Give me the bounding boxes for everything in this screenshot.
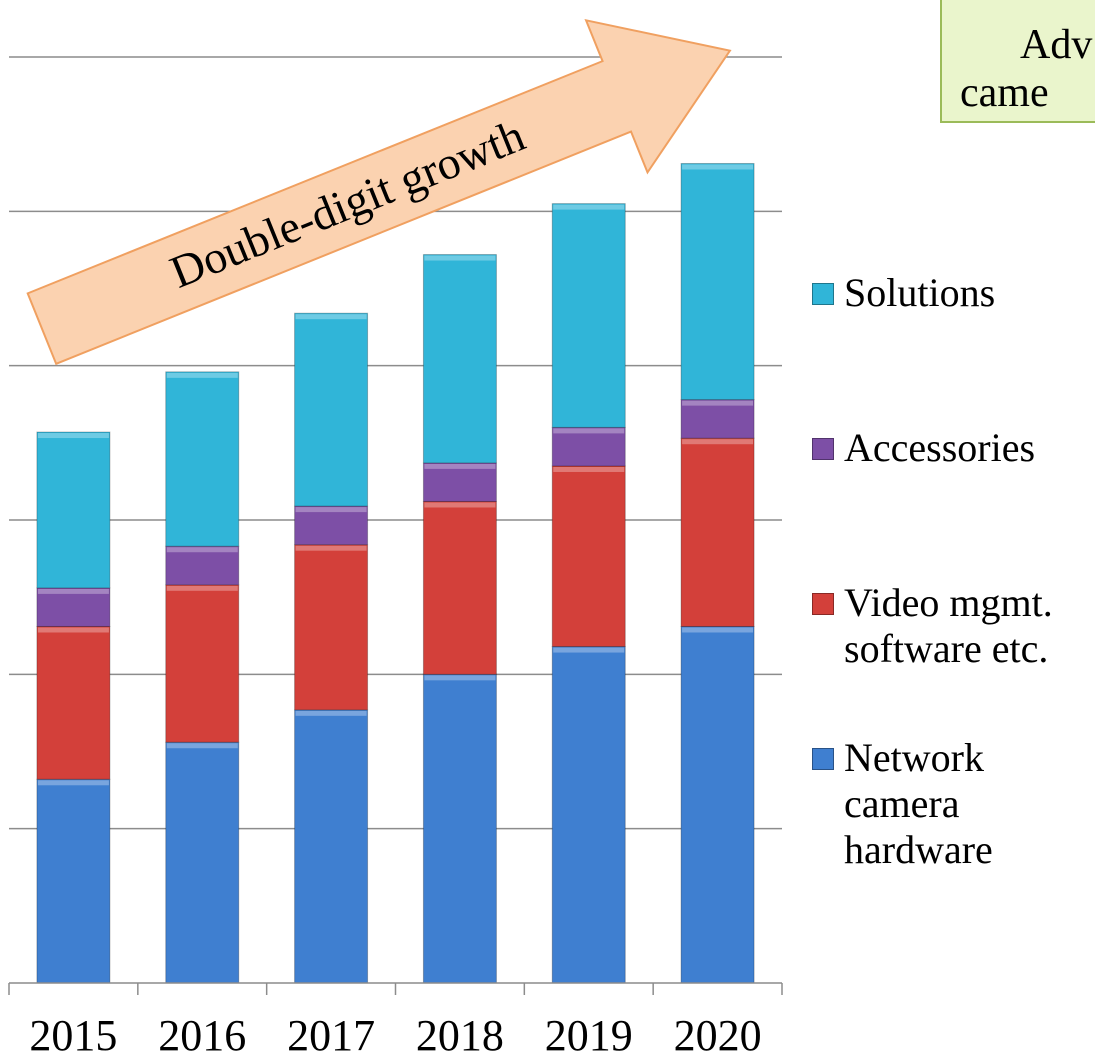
legend-label: Accessories [844,425,1036,470]
bar-highlight [166,547,238,553]
bar-segment [422,254,497,464]
bar-segment [294,544,369,711]
legend-label: Network camera hardware [844,735,993,872]
bar-highlight [37,588,109,594]
bar-segment [680,162,755,401]
bar-segment [165,741,240,984]
legend-swatch [812,593,834,615]
bar-highlight [424,463,496,469]
bar-highlight [682,439,754,445]
bar-segment [422,500,497,675]
legend-item: Accessories [812,425,1094,471]
bar-highlight [553,466,625,472]
legend-label: Video mgmt. software etc. [844,580,1053,671]
bar-highlight [166,743,238,749]
bar-highlight [295,710,367,716]
bar-segment [551,646,626,984]
callout-box: Adv came [940,0,1095,123]
bar-segment [422,462,497,502]
bar-segment [551,426,626,467]
bar-highlight [682,400,754,406]
callout-bg [940,0,1095,123]
bar-segment [680,399,755,439]
bar-highlight [295,545,367,551]
bar-segment [36,625,111,780]
x-tick-label: 2015 [29,1011,117,1060]
bar-highlight [682,164,754,170]
callout-line: Adv [1020,22,1092,68]
bar-highlight [295,507,367,513]
legend-item: Video mgmt. software etc. [812,580,1094,672]
callout-line: came [960,70,1049,116]
bar-highlight [37,627,109,633]
x-axis: 2015 2016 2017 2018 2019 2020 [8,982,783,1060]
bar-segment [165,371,240,547]
bar-highlight [553,204,625,210]
bar-segment [680,437,755,627]
bar-segment [294,709,369,984]
bar-segment [36,587,111,627]
bar-segment [294,505,369,546]
legend: Solutions Accessories Video mgmt. software… [812,0,1095,1061]
x-tick-label: 2017 [287,1011,375,1060]
arrow-shape [26,18,732,366]
bar-segment [680,625,755,984]
bar-segment [294,312,369,507]
bar-highlight [37,780,109,786]
bar-highlight [37,433,109,439]
legend-item: Network camera hardware [812,735,1094,873]
bar-highlight [553,647,625,653]
bar-segment [36,778,111,984]
bar-segment [36,431,111,589]
bar-highlight [424,675,496,681]
legend-swatch [812,283,834,305]
bar-segment [551,465,626,648]
bar-highlight [166,372,238,378]
bar-highlight [295,314,367,320]
bar-segment [422,673,497,984]
bar-segment [551,203,626,428]
bar-highlight [424,255,496,261]
legend-swatch [812,438,834,460]
bars [36,162,755,984]
bar-highlight [553,428,625,434]
bar-highlight [166,585,238,591]
x-tick-label: 2018 [416,1011,504,1060]
bar-segment [165,584,240,743]
x-tick-label: 2016 [158,1011,246,1060]
growth-arrow: Double-digit growth [26,18,732,366]
legend-item: Solutions [812,270,1094,316]
legend-swatch [812,748,834,770]
bar-highlight [682,627,754,633]
x-tick-label: 2020 [674,1011,762,1060]
legend-label: Solutions [844,270,996,315]
x-tick-label: 2019 [545,1011,633,1060]
bar-highlight [424,502,496,508]
